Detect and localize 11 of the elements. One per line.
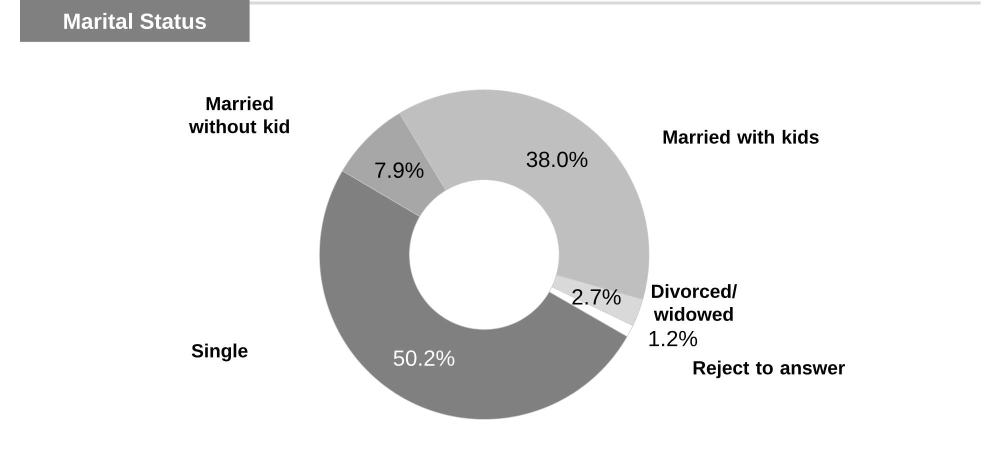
slice-label: Married with kids xyxy=(664,130,819,144)
data-label: 38.0% xyxy=(526,151,588,168)
data-label: 1.2% xyxy=(650,330,698,346)
data-label: 50.2% xyxy=(394,350,454,366)
slice-label: Single xyxy=(192,343,248,362)
slice-label: Reject to answer xyxy=(694,360,845,378)
slice-label: Married without kid xyxy=(189,96,289,134)
chart-title: Marital Status xyxy=(64,12,206,29)
slice-label: Divorced/ widowed xyxy=(652,284,737,321)
data-label: 7.9% xyxy=(375,162,424,178)
data-label: 2.7% xyxy=(572,288,621,304)
